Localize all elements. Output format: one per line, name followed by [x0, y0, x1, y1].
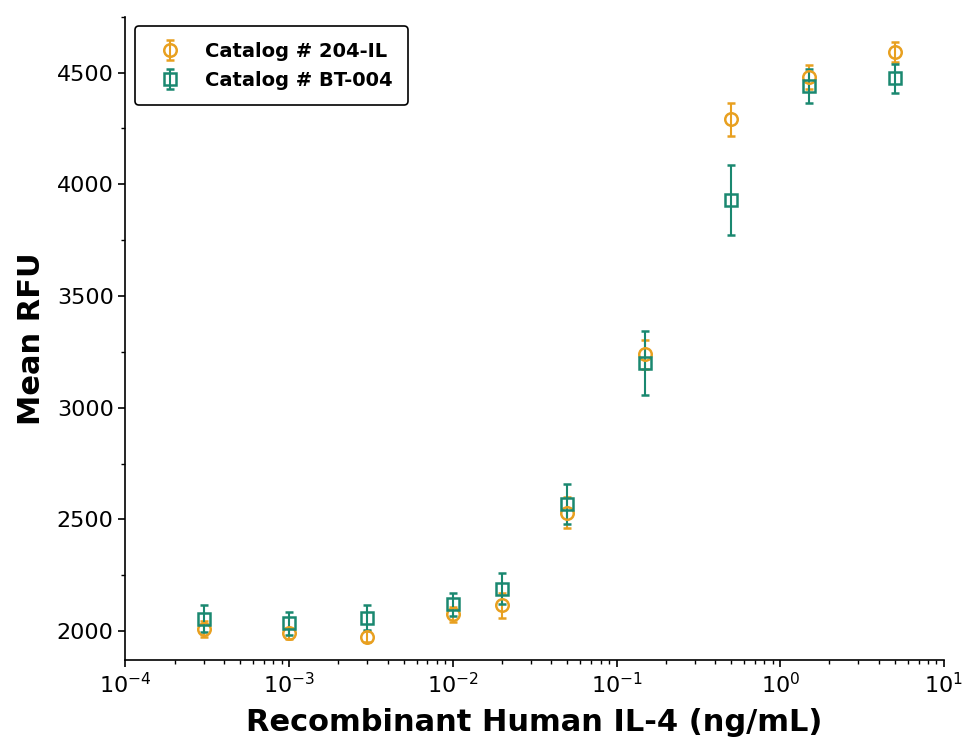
Legend: Catalog # 204-IL, Catalog # BT-004: Catalog # 204-IL, Catalog # BT-004: [135, 26, 409, 106]
X-axis label: Recombinant Human IL-4 (ng/mL): Recombinant Human IL-4 (ng/mL): [247, 708, 823, 737]
Y-axis label: Mean RFU: Mean RFU: [17, 252, 46, 425]
